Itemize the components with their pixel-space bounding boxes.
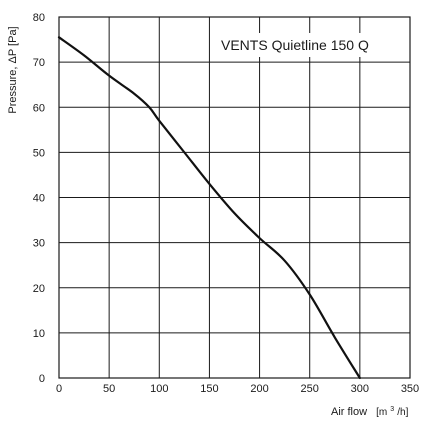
y-tick-label: 10 xyxy=(33,328,45,340)
x-tick-label: 200 xyxy=(250,383,268,395)
y-tick-label: 50 xyxy=(33,147,45,159)
y-tick-label: 40 xyxy=(33,193,45,205)
y-tick-label: 70 xyxy=(33,57,45,69)
x-tick-label: 350 xyxy=(401,383,419,395)
x-axis-unit-prefix: [m xyxy=(376,407,387,418)
series-points xyxy=(58,37,360,379)
x-axis-label: Air flow [m 3 /h] xyxy=(331,402,409,418)
x-axis-unit-suffix: /h] xyxy=(397,407,408,418)
y-tick-label: 30 xyxy=(33,238,45,250)
y-tick-label: 20 xyxy=(33,283,45,295)
y-tick-label: 60 xyxy=(33,102,45,114)
grid xyxy=(58,16,411,379)
title-background xyxy=(211,33,391,57)
tick-labels: 0 50 100 150 200 250 300 350 0 10 20 30 40 50 60 70 80 xyxy=(33,12,419,395)
x-tick-label: 50 xyxy=(103,383,115,395)
x-tick-label: 150 xyxy=(200,383,218,395)
x-axis-unit-sup: 3 xyxy=(390,406,394,413)
x-axis-label-name: Air flow xyxy=(331,406,367,418)
x-tick-label: 100 xyxy=(150,383,168,395)
y-tick-label: 80 xyxy=(33,12,45,24)
chart-title: VENTS Quietline 150 Q xyxy=(221,37,369,53)
y-tick-label: 0 xyxy=(39,373,45,385)
x-tick-label: 0 xyxy=(56,383,62,395)
x-tick-label: 250 xyxy=(301,383,319,395)
series-line xyxy=(57,36,361,380)
x-tick-label: 300 xyxy=(351,383,369,395)
plot-frame xyxy=(58,16,411,379)
y-axis-label: Pressure, ΔP [Pa] xyxy=(7,26,19,113)
